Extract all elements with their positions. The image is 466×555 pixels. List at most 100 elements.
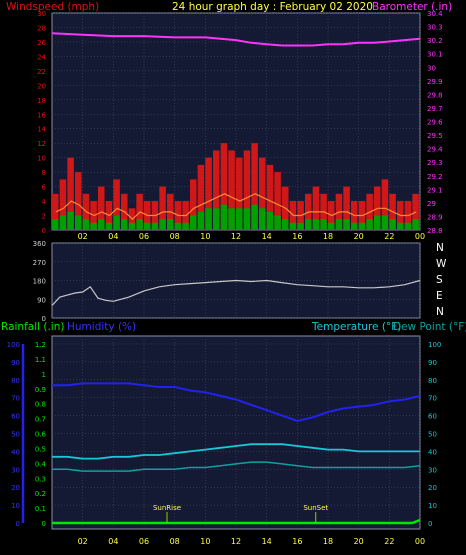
direction-line: [51, 279, 421, 306]
gust-bar: [312, 186, 320, 230]
temp-x-tick-label: 06: [139, 537, 149, 546]
average-bar: [366, 219, 373, 230]
average-bar: [236, 208, 243, 230]
wind-x-axis: 02 04 06 08 10 12 14 16 18 20 22 00: [78, 232, 426, 241]
gust-bar: [52, 193, 59, 230]
gust-bar: [220, 143, 228, 230]
wind-tick-label: 8: [42, 169, 46, 177]
temp-x-tick-label: 00: [415, 537, 425, 546]
humidity-tick-label: 70: [11, 395, 20, 403]
temperature-tick-label: 80: [428, 377, 437, 385]
temp-humidity-series: SunRise SunSet: [52, 382, 421, 525]
gust-bar: [98, 186, 105, 230]
direction-tick-label: 360: [33, 240, 46, 248]
wind-tick-label: 18: [37, 97, 46, 105]
wind-x-tick-label: 06: [139, 232, 149, 241]
rain-tick-label: 0.9: [35, 386, 46, 394]
sun-marker-label: SunSet: [303, 504, 328, 512]
gust-bar: [75, 172, 82, 230]
average-bar: [159, 219, 166, 230]
wind-x-tick-label: 18: [323, 232, 333, 241]
average-bar: [266, 211, 274, 230]
average-bar: [381, 215, 389, 230]
gust-bar: [274, 172, 281, 230]
average-bar: [389, 219, 396, 230]
barometer-tick-label: 29.3: [427, 159, 443, 167]
average-bar: [220, 204, 228, 230]
average-bar: [404, 222, 412, 230]
temp-x-tick-label: 22: [384, 537, 394, 546]
barometer-axis-title: Barometer (.in): [372, 1, 452, 13]
gust-bar: [243, 150, 251, 230]
barometer-tick-label: 29.4: [427, 146, 443, 154]
barometer-tick-label: 30.3: [427, 24, 443, 32]
average-bar: [75, 215, 82, 230]
wind-tick-label: 12: [37, 140, 46, 148]
temp-x-tick-label: 18: [323, 537, 333, 546]
humidity-tick-label: 10: [11, 502, 20, 510]
temperature-tick-label: 90: [428, 359, 437, 367]
wind-tick-label: 30: [37, 10, 46, 18]
wind-tick-label: 22: [37, 68, 46, 76]
temperature-tick-label: 10: [428, 502, 437, 510]
compass-label: N: [436, 306, 444, 318]
wind-tick-label: 14: [37, 126, 46, 134]
average-bar: [205, 208, 212, 230]
barometer-tick-label: 30.1: [427, 51, 443, 59]
rain-tick-label: 0.4: [35, 460, 47, 468]
average-bar: [289, 222, 297, 230]
average-bar: [351, 222, 358, 230]
temp-x-tick-label: 10: [200, 537, 210, 546]
rain-tick-label: 1.1: [35, 356, 46, 364]
rain-tick-label: 1: [42, 371, 46, 379]
average-bar: [190, 215, 197, 230]
wind-line: [55, 193, 417, 221]
direction-series: [51, 279, 421, 306]
average-bar: [144, 222, 151, 230]
temp-x-tick-label: 14: [262, 537, 272, 546]
barometer-y-axis: 28.8 28.9 29 29.1 29.2 29.3 29.4 29.5 29.6 29.7 29…: [427, 10, 443, 235]
wind-barometer-series: [51, 32, 421, 230]
compass-label: N: [436, 242, 444, 254]
average-bar: [297, 222, 304, 230]
gust-bar: [213, 150, 220, 230]
series-line: [52, 382, 421, 423]
gust-bar: [159, 186, 166, 230]
compass-label: E: [436, 290, 443, 302]
average-bar: [59, 215, 67, 230]
barometer-tick-label: 30.2: [427, 37, 443, 45]
wind-tick-label: 16: [37, 111, 46, 119]
rain-tick-label: 1.2: [35, 341, 46, 349]
average-bar: [151, 222, 159, 230]
temperature-tick-label: 100: [428, 341, 441, 349]
wind-x-tick-label: 14: [262, 232, 272, 241]
gust-bar: [343, 186, 350, 230]
temperature-y-axis: 0 10 20 30 40 50 60 70 80 90 100: [428, 341, 441, 528]
wind-x-tick-label: 10: [200, 232, 210, 241]
temp-x-tick-label: 04: [108, 537, 118, 546]
humidity-tick-label: 90: [11, 359, 20, 367]
average-bar: [113, 215, 120, 230]
humidity-rain-y-axis: 0 10 20 30 40 50 60 70 80 90 100 0 0.1 0.2 0.3 0.4 0.5 0.…: [7, 341, 47, 528]
rain-tick-label: 0.8: [35, 401, 46, 409]
series-line: [52, 518, 421, 525]
gust-bar: [236, 157, 243, 230]
gust-bar: [113, 179, 120, 230]
average-bar: [282, 219, 289, 230]
average-bar: [251, 204, 258, 230]
barometer-tick-label: 29.1: [427, 186, 443, 194]
rain-tick-label: 0.7: [35, 416, 46, 424]
wind-tick-label: 6: [42, 184, 47, 192]
barometer-tick-label: 29.5: [427, 132, 443, 140]
gust-bar: [67, 157, 74, 230]
barometer-line: [51, 32, 421, 47]
barometer-tick-label: 29.8: [427, 91, 443, 99]
gust-bar: [381, 179, 389, 230]
direction-tick-label: 0: [42, 315, 46, 323]
average-bar: [412, 219, 419, 230]
humidity-tick-label: 30: [11, 466, 20, 474]
average-bar: [98, 219, 105, 230]
barometer-tick-label: 29.2: [427, 173, 443, 181]
compass-label: S: [436, 274, 443, 286]
